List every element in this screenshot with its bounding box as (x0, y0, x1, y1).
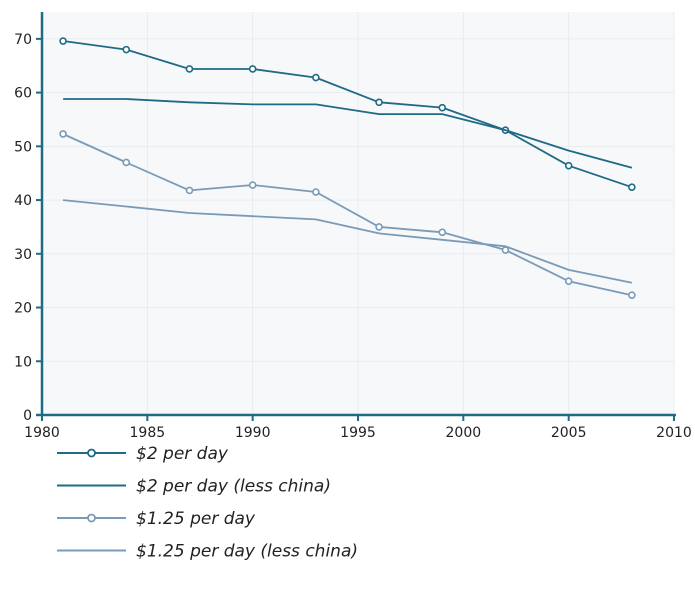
series-line-1 (63, 98, 633, 169)
data-point (59, 130, 67, 138)
data-point (564, 161, 573, 170)
legend-label: $2 per day (less china) (136, 477, 331, 497)
data-point (248, 65, 257, 73)
data-point (122, 45, 131, 54)
data-point (122, 158, 131, 167)
series-line-0 (62, 40, 633, 189)
x-tick-label: 1980 (24, 425, 60, 441)
data-point (628, 183, 636, 191)
legend: $2 per day $2 per day (less china) $1.25 p… (57, 444, 358, 562)
y-tick-label: 70 (14, 32, 32, 48)
y-tick-label: 60 (14, 86, 32, 102)
y-tick-label: 10 (14, 354, 32, 370)
legend-marker (87, 513, 96, 523)
series-line-3 (63, 199, 633, 284)
x-tick-label: 1985 (130, 425, 166, 441)
x-tick-label: 2005 (551, 425, 587, 441)
data-point (628, 291, 636, 299)
legend-label: $2 per day (136, 444, 229, 464)
data-point (375, 98, 383, 107)
x-tick-label: 1990 (235, 425, 271, 441)
x-tick-label: 1995 (340, 425, 376, 441)
y-tick-label: 50 (14, 139, 32, 155)
legend-marker (87, 448, 96, 458)
y-tick-label: 0 (23, 408, 32, 424)
data-point (59, 37, 67, 45)
y-tick-label: 20 (14, 301, 32, 317)
data-point (375, 223, 383, 231)
legend-label: $1.25 per day (136, 509, 256, 529)
data-point (312, 188, 320, 196)
data-point (185, 186, 194, 195)
data-point (185, 65, 194, 73)
data-point (438, 103, 447, 112)
data-point (438, 228, 447, 237)
plot-area: 0 10 20 30 40 50 60 70 1980 1985 1990 1995 2000 2005 2… (14, 12, 692, 441)
x-tick-label: 2000 (446, 425, 482, 441)
data-point (248, 181, 257, 189)
y-tick-label: 30 (14, 247, 32, 263)
legend-label: $1.25 per day (less china) (136, 542, 358, 562)
x-tick-label: 2010 (656, 425, 692, 441)
y-tick-label: 40 (14, 193, 32, 209)
series-line-2 (62, 133, 633, 297)
data-point (564, 277, 573, 286)
data-point (312, 73, 320, 82)
